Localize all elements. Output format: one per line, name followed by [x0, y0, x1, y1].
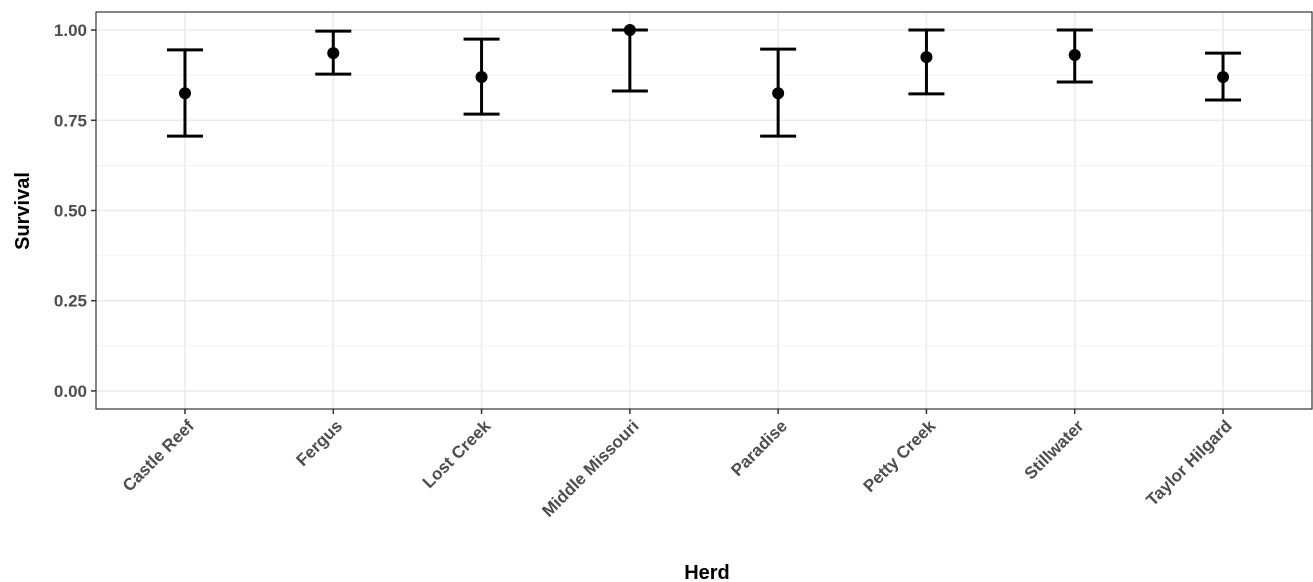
- x-tick-label: Petty Creek: [860, 416, 940, 496]
- x-tick-label: Castle Reef: [119, 416, 198, 495]
- panel-border: [95, 11, 1313, 410]
- x-tick-label: Middle Missouri: [538, 416, 642, 520]
- y-tick-label: 0.25: [54, 292, 87, 311]
- point: [327, 47, 340, 60]
- x-tick-label: Stillwater: [1021, 416, 1088, 483]
- x-tick-label: Taylor Hilgard: [1142, 416, 1235, 509]
- point: [623, 24, 636, 37]
- point: [1217, 70, 1230, 83]
- point: [920, 51, 933, 64]
- y-tick-label: 1.00: [54, 21, 87, 40]
- x-axis-title: Herd: [684, 562, 730, 582]
- y-tick-label: 0.75: [54, 111, 87, 130]
- x-tick-label: Fergus: [293, 416, 347, 470]
- point: [772, 87, 785, 100]
- x-tick-label: Paradise: [727, 416, 791, 480]
- y-tick-label: 0.00: [54, 382, 87, 401]
- y-axis-title: Survival: [12, 172, 34, 250]
- x-tick-label: Lost Creek: [419, 416, 495, 492]
- point: [475, 70, 488, 83]
- point: [178, 87, 191, 100]
- y-tick-label: 0.50: [54, 202, 87, 221]
- point: [1068, 48, 1081, 61]
